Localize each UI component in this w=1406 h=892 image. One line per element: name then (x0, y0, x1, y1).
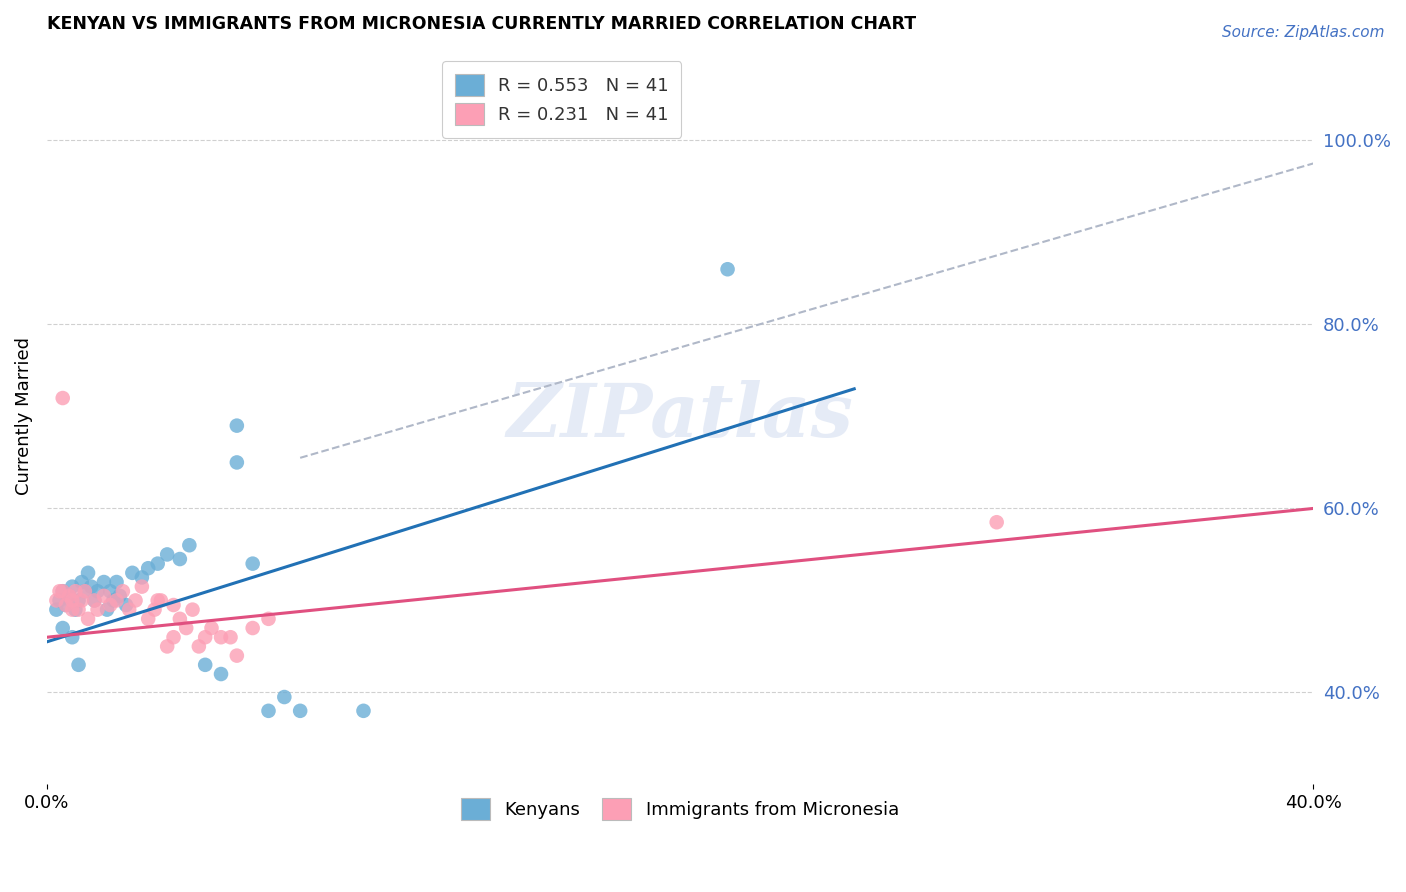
Point (70, 593, 93, 607)
Point (131, 580, 153, 594)
Point (98, 584, 121, 599)
Point (257, 612, 280, 626)
Point (98, 598, 121, 612)
Point (273, 690, 295, 704)
Point (124, 593, 146, 607)
Point (105, 575, 128, 590)
Point (108, 589, 131, 603)
Point (225, 648, 247, 663)
Point (136, 612, 159, 626)
Point (77, 566, 100, 580)
Point (52, 584, 75, 599)
Point (77, 612, 100, 626)
Point (200, 621, 222, 635)
Point (65, 584, 87, 599)
Point (52, 621, 75, 635)
Point (73, 584, 96, 599)
Point (257, 704, 280, 718)
Point (242, 557, 264, 571)
Text: KENYAN VS IMMIGRANTS FROM MICRONESIA CURRENTLY MARRIED CORRELATION CHART: KENYAN VS IMMIGRANTS FROM MICRONESIA CUR… (46, 15, 917, 33)
Point (187, 640, 209, 654)
Point (93, 589, 115, 603)
Point (73, 584, 96, 599)
Point (219, 630, 242, 644)
Point (716, 262, 738, 277)
Point (179, 538, 201, 552)
Point (83, 593, 105, 607)
Point (45, 593, 67, 607)
Point (162, 598, 184, 612)
Point (105, 593, 128, 607)
Point (60, 580, 83, 594)
Point (67, 657, 90, 672)
Point (162, 630, 184, 644)
Point (209, 630, 232, 644)
Point (58, 589, 80, 603)
Point (48, 593, 70, 607)
Point (60, 630, 83, 644)
Point (83, 593, 105, 607)
Point (52, 391, 75, 405)
Point (194, 657, 217, 672)
Point (288, 704, 311, 718)
Point (225, 455, 247, 469)
Point (115, 598, 138, 612)
Point (111, 584, 134, 599)
Point (58, 589, 80, 603)
Point (96, 602, 118, 616)
Point (67, 593, 90, 607)
Point (131, 570, 153, 584)
Point (86, 584, 108, 599)
Point (209, 667, 232, 681)
Point (80, 580, 103, 594)
Point (103, 593, 125, 607)
Point (194, 630, 217, 644)
Point (55, 598, 77, 612)
Point (156, 548, 179, 562)
Point (60, 602, 83, 616)
Point (67, 602, 90, 616)
Point (121, 566, 143, 580)
Point (143, 602, 166, 616)
Point (70, 575, 93, 590)
Text: ZIPatlas: ZIPatlas (506, 380, 853, 452)
Point (48, 584, 70, 599)
Point (60, 593, 83, 607)
Point (181, 602, 204, 616)
Point (149, 593, 172, 607)
Point (986, 515, 1008, 529)
Point (146, 557, 169, 571)
Point (146, 593, 169, 607)
Legend: Kenyans, Immigrants from Micronesia: Kenyans, Immigrants from Micronesia (454, 790, 905, 827)
Point (55, 598, 77, 612)
Point (86, 602, 108, 616)
Point (242, 621, 264, 635)
Point (169, 612, 191, 626)
Point (353, 704, 375, 718)
Point (136, 561, 159, 575)
Point (45, 602, 67, 616)
Point (118, 602, 141, 616)
Point (93, 575, 115, 590)
Y-axis label: Currently Married: Currently Married (15, 337, 32, 495)
Point (225, 418, 247, 433)
Point (169, 552, 191, 566)
Text: Source: ZipAtlas.com: Source: ZipAtlas.com (1222, 25, 1385, 40)
Point (156, 640, 179, 654)
Point (65, 602, 87, 616)
Point (174, 621, 197, 635)
Point (52, 584, 75, 599)
